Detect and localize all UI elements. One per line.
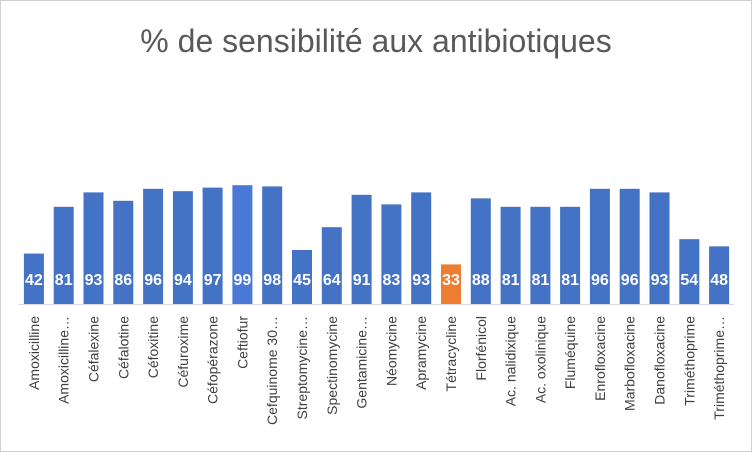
bar-9 <box>292 250 312 304</box>
bar-12 <box>381 204 402 304</box>
data-label-18: 81 <box>561 272 579 289</box>
x-tick-label-15: Florfénicol <box>473 316 489 381</box>
x-tick-label-19: Enrofloxacine <box>592 316 608 401</box>
x-tick-label-2: Céfalexine <box>86 316 102 382</box>
x-tick-label-10: Spectinomycine <box>324 316 340 415</box>
x-tick-label-13: Apramycine <box>413 316 429 390</box>
bar-19 <box>589 188 610 304</box>
bar-23 <box>709 246 730 304</box>
bar-11 <box>351 194 372 304</box>
bar-3 <box>113 200 134 304</box>
data-label-10: 64 <box>323 272 341 289</box>
data-label-2: 93 <box>85 272 103 289</box>
data-label-14: 33 <box>442 272 460 289</box>
x-tick-label-23: Triméthoprime… <box>711 316 727 420</box>
bar-6 <box>202 187 223 304</box>
data-label-21: 93 <box>651 272 669 289</box>
data-label-1: 81 <box>55 272 73 289</box>
bar-20 <box>619 188 640 304</box>
x-tick-label-7: Ceftiofur <box>234 316 250 369</box>
data-label-0: 42 <box>25 272 43 289</box>
data-label-8: 98 <box>263 272 281 289</box>
data-label-13: 93 <box>412 272 430 289</box>
data-label-7: 99 <box>234 272 252 289</box>
bar-22 <box>679 239 700 304</box>
bar-17 <box>530 206 551 304</box>
bar-14 <box>441 264 461 304</box>
data-label-4: 96 <box>144 272 162 289</box>
x-tick-label-22: Triméthoprime <box>681 316 697 406</box>
data-label-11: 91 <box>353 272 371 289</box>
bar-5 <box>172 191 193 304</box>
x-tick-label-16: Ac. nalidixique <box>503 316 519 406</box>
x-tick-label-3: Céfalotine <box>115 316 131 379</box>
data-label-20: 96 <box>621 272 639 289</box>
x-tick-label-12: Néomycine <box>383 316 399 386</box>
x-tick-label-4: Céfoxitine <box>145 316 161 378</box>
data-label-3: 86 <box>114 272 132 289</box>
data-label-17: 81 <box>532 272 550 289</box>
bar-21 <box>649 192 670 304</box>
bar-7 <box>232 185 253 304</box>
data-label-19: 96 <box>591 272 609 289</box>
chart-title: % de sensibilité aux antibiotiques <box>140 23 612 59</box>
x-tick-label-1: Amoxicilline… <box>56 316 72 404</box>
x-tick-label-14: Tétracycline <box>443 316 459 392</box>
bar-10 <box>321 227 342 304</box>
x-tick-label-6: Céfopérazone <box>205 316 221 404</box>
data-label-23: 48 <box>710 272 728 289</box>
bar-8 <box>262 186 283 304</box>
bar-2 <box>83 192 104 304</box>
data-label-9: 45 <box>293 272 311 289</box>
bar-0 <box>23 253 44 304</box>
bar-15 <box>470 198 491 304</box>
data-label-16: 81 <box>502 272 520 289</box>
data-label-5: 94 <box>174 272 192 289</box>
bar-1 <box>53 206 74 304</box>
data-label-12: 83 <box>383 272 401 289</box>
x-tick-label-8: Cefquinome 30… <box>264 316 280 425</box>
x-tick-label-20: Marbofloxacine <box>622 316 638 411</box>
x-tick-label-18: Fluméquine <box>562 316 578 389</box>
x-tick-label-11: Gentamicine… <box>354 316 370 409</box>
bar-18 <box>560 206 581 304</box>
x-tick-label-9: Streptomycine… <box>294 316 310 419</box>
bar-4 <box>143 188 164 304</box>
x-tick-label-17: Ac. oxolinique <box>532 316 548 403</box>
data-label-6: 97 <box>204 272 222 289</box>
data-label-22: 54 <box>680 272 698 289</box>
data-label-15: 88 <box>472 272 490 289</box>
x-tick-label-0: Amoxicilline <box>26 316 42 390</box>
bar-16 <box>500 206 521 304</box>
bar-13 <box>411 192 432 304</box>
x-tick-label-5: Céfuroxime <box>175 316 191 388</box>
x-tick-label-21: Danofloxacine <box>652 316 668 405</box>
